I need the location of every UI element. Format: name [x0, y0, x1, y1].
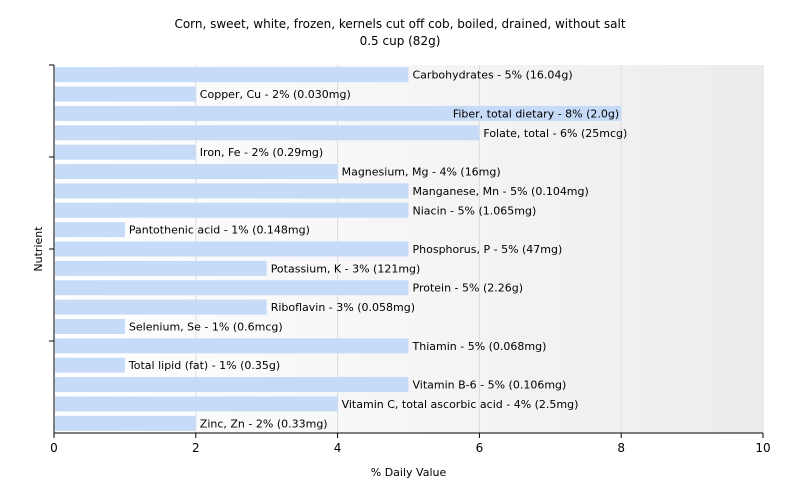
bar-label: Manganese, Mn - 5% (0.104mg)	[413, 185, 589, 198]
bar	[55, 164, 338, 180]
bar-label: Carbohydrates - 5% (16.04g)	[413, 69, 573, 82]
bar-label: Phosphorus, P - 5% (47mg)	[413, 243, 563, 256]
bar	[55, 357, 125, 373]
bar	[55, 318, 125, 334]
bar-label: Selenium, Se - 1% (0.6mcg)	[129, 320, 283, 333]
bar	[55, 67, 409, 83]
bar-label: Thiamin - 5% (0.068mg)	[412, 340, 547, 353]
bar	[55, 280, 409, 296]
bar	[55, 338, 409, 354]
bar-label: Folate, total - 6% (25mcg)	[483, 127, 627, 140]
bar	[55, 299, 267, 315]
bar-label: Niacin - 5% (1.065mg)	[413, 204, 537, 217]
bars: Carbohydrates - 5% (16.04g) Copper, Cu - …	[55, 67, 627, 431]
y-axis-label: Nutrient	[32, 226, 45, 272]
bar	[55, 222, 125, 238]
axes: 0 2 4 6 8 10	[49, 64, 771, 455]
bar	[55, 415, 196, 431]
bar	[55, 202, 409, 218]
bar	[55, 396, 338, 412]
bar-label: Pantothenic acid - 1% (0.148mg)	[129, 224, 310, 237]
bar	[55, 260, 267, 276]
bar-label: Riboflavin - 3% (0.058mg)	[271, 301, 415, 314]
bar-label: Iron, Fe - 2% (0.29mg)	[200, 146, 323, 159]
x-tick-label: 4	[334, 441, 342, 455]
x-tick-label: 2	[192, 441, 200, 455]
bar-label: Vitamin B-6 - 5% (0.106mg)	[413, 379, 567, 392]
bar-label: Fiber, total dietary - 8% (2.0g)	[453, 107, 619, 120]
bar-label: Zinc, Zn - 2% (0.33mg)	[200, 417, 328, 430]
x-tick-label: 6	[476, 441, 484, 455]
bar-label: Magnesium, Mg - 4% (16mg)	[342, 166, 501, 179]
bar-label: Protein - 5% (2.26g)	[413, 282, 524, 295]
bar-label: Copper, Cu - 2% (0.030mg)	[200, 88, 351, 101]
bar-label: Vitamin C, total ascorbic acid - 4% (2.5…	[342, 398, 579, 411]
bar	[55, 183, 409, 199]
chart-subtitle: 0.5 cup (82g)	[359, 34, 441, 48]
bar	[55, 144, 196, 160]
bar-label: Total lipid (fat) - 1% (0.35g)	[128, 359, 280, 372]
x-tick-label: 0	[50, 441, 58, 455]
chart-title: Corn, sweet, white, frozen, kernels cut …	[174, 17, 626, 31]
x-tick-label: 8	[617, 441, 625, 455]
bar	[55, 125, 480, 141]
x-axis-label: % Daily Value	[371, 466, 447, 479]
bar	[55, 105, 622, 121]
bar	[55, 86, 196, 102]
bar	[55, 377, 409, 393]
bar-label: Potassium, K - 3% (121mg)	[271, 262, 421, 275]
x-tick-label: 10	[755, 441, 770, 455]
bar	[55, 241, 409, 257]
